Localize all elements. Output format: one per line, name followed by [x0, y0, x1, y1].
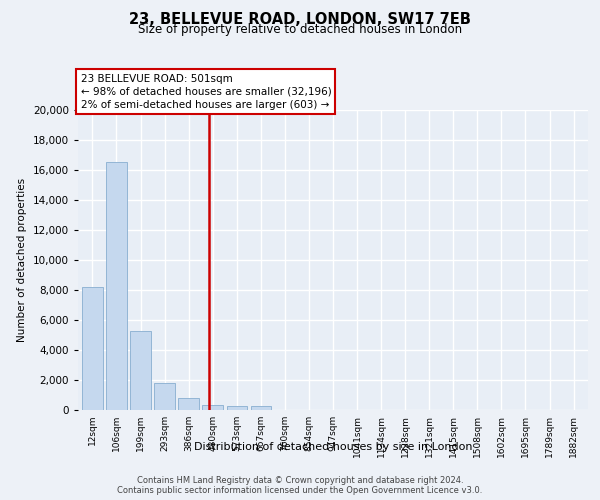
Bar	[106, 162, 127, 410]
Bar	[227, 406, 247, 410]
Bar	[130, 330, 151, 410]
Text: Distribution of detached houses by size in London: Distribution of detached houses by size …	[194, 442, 472, 452]
Bar	[178, 398, 199, 410]
Bar	[202, 405, 223, 410]
Text: 23, BELLEVUE ROAD, LONDON, SW17 7EB: 23, BELLEVUE ROAD, LONDON, SW17 7EB	[129, 12, 471, 28]
Text: Size of property relative to detached houses in London: Size of property relative to detached ho…	[138, 22, 462, 36]
Text: 23 BELLEVUE ROAD: 501sqm
← 98% of detached houses are smaller (32,196)
2% of sem: 23 BELLEVUE ROAD: 501sqm ← 98% of detach…	[80, 74, 331, 110]
Bar	[82, 287, 103, 410]
Y-axis label: Number of detached properties: Number of detached properties	[17, 178, 27, 342]
Text: Contains HM Land Registry data © Crown copyright and database right 2024.: Contains HM Land Registry data © Crown c…	[137, 476, 463, 485]
Bar	[154, 383, 175, 410]
Bar	[251, 406, 271, 410]
Text: Contains public sector information licensed under the Open Government Licence v3: Contains public sector information licen…	[118, 486, 482, 495]
